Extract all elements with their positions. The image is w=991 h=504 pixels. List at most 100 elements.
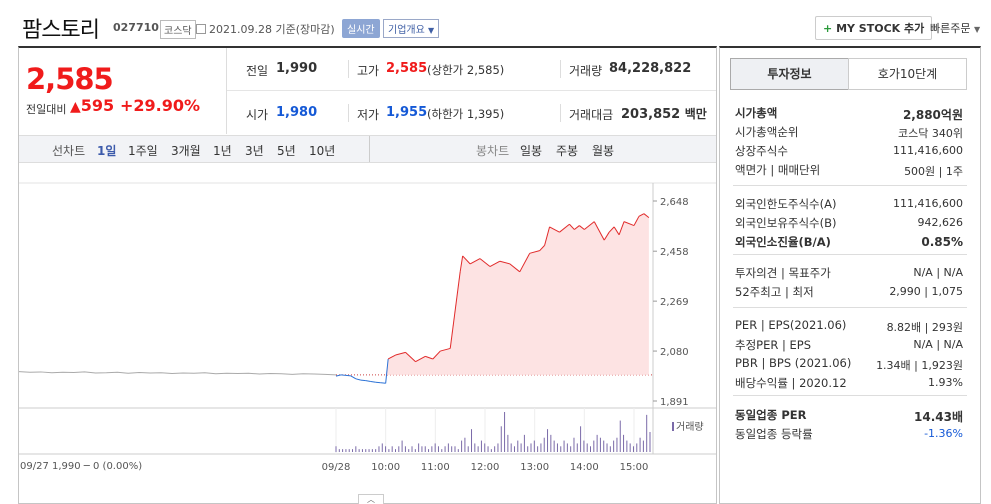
info-label: 시가총액 — [735, 106, 778, 120]
price-segment — [638, 213, 645, 217]
info-value: 8.82배 | 293원 — [886, 321, 963, 334]
tab-1w[interactable]: 1주일 — [128, 144, 158, 158]
info-value: 942,626 — [917, 216, 964, 229]
price-segment — [499, 260, 510, 265]
volume-legend-swatch — [672, 422, 674, 431]
expand-chart-button[interactable]: ︿ — [358, 494, 384, 504]
price-segment — [440, 347, 451, 352]
prev-day-line — [18, 371, 337, 376]
price-segment — [509, 263, 521, 273]
y-tick-label: 2,648 — [660, 197, 689, 208]
price-segment — [345, 374, 351, 377]
price-segment — [340, 374, 346, 376]
info-label: 시가총액순위 — [735, 125, 799, 139]
price-segment — [365, 380, 371, 382]
company-info-dropdown[interactable]: 기업개요 ▼ — [383, 19, 440, 38]
price-segment — [355, 378, 361, 381]
date-label: 2021.09.28 기준(장마감) — [196, 21, 335, 37]
info-label: PBR | BPS (2021.06) — [735, 356, 852, 370]
amount-label: 거래대금 — [569, 108, 614, 122]
tab-1y[interactable]: 1년 — [213, 144, 232, 158]
price-segment — [370, 380, 376, 383]
add-my-stock-button[interactable]: + MY STOCK 추가 — [815, 16, 933, 40]
chart-lines — [18, 213, 650, 384]
price-segment — [618, 221, 625, 235]
price-segment — [559, 223, 570, 233]
intraday-chart: 2,648 2,458 2,269 2,080 1,891 09/28 10:00 11:00… — [18, 182, 716, 473]
info-label: 52주최고 | 최저 — [735, 285, 814, 299]
info-value: -1.36% — [924, 427, 963, 440]
lower-limit: (하한가 1,395) — [427, 107, 505, 121]
tab-1d[interactable]: 1일 — [97, 144, 117, 158]
price-segment — [405, 352, 416, 363]
price-segment — [459, 255, 464, 272]
info-label: 배당수익률 | 2020.12 — [735, 376, 847, 390]
info-value: 코스닥 340위 — [898, 127, 963, 140]
info-label: 동일업종 등락률 — [735, 427, 813, 441]
price-segment — [633, 216, 640, 226]
divider — [226, 48, 227, 134]
info-value: 1.93% — [928, 376, 963, 389]
info-label: 외국인소진율(B/A) — [735, 235, 831, 249]
x-tick-label: 11:00 — [421, 462, 450, 473]
info-divider — [733, 307, 967, 308]
info-label: PER | EPS(2021.06) — [735, 318, 847, 332]
x-tick-label: 12:00 — [471, 462, 500, 473]
price-segment — [449, 271, 461, 349]
x-tick-label: 14:00 — [570, 462, 599, 473]
market-badge: 코스닥 — [160, 20, 196, 39]
tab-3m[interactable]: 3개월 — [171, 144, 201, 158]
info-value: N/A | N/A — [913, 266, 963, 279]
price-segment — [489, 260, 501, 267]
info-value: N/A | N/A — [913, 338, 963, 351]
price-segment — [425, 355, 434, 360]
price-segment — [469, 258, 481, 265]
change-percent: +29.90% — [120, 96, 201, 115]
y-tick-label: 2,458 — [660, 247, 689, 258]
price-segment — [415, 355, 426, 363]
info-label: 추정PER | EPS — [735, 338, 812, 352]
volume-legend: 거래량 — [672, 418, 704, 433]
x-tick-label: 09/28 — [322, 462, 351, 473]
price-segment — [539, 245, 545, 252]
price-segment — [613, 226, 620, 236]
price-segment — [584, 221, 595, 230]
tab-weekly[interactable]: 주봉 — [556, 144, 579, 158]
divider — [348, 104, 349, 122]
price-segment — [375, 381, 381, 384]
prev-close-label: 전일 — [246, 64, 269, 78]
plus-icon: + — [823, 22, 833, 35]
info-value: 111,416,600 — [893, 144, 963, 157]
volume-label: 거래량 — [569, 64, 603, 78]
x-tick-label: 10:00 — [371, 462, 400, 473]
info-label: 동일업종 PER — [735, 408, 807, 422]
stock-code: 027710 — [113, 21, 159, 34]
tab-order-book[interactable]: 호가10단계 — [848, 58, 967, 90]
realtime-button[interactable]: 실시간 — [342, 19, 380, 38]
quick-order-dropdown[interactable]: 빠른주문 ▼ — [930, 22, 981, 35]
info-label: 상장주식수 — [735, 144, 788, 158]
current-price: 2,585 — [26, 62, 114, 96]
divider — [560, 104, 561, 122]
price-segment — [593, 221, 605, 241]
high-value: 2,585 — [386, 61, 428, 76]
info-divider — [733, 395, 967, 396]
chevron-up-icon: ︿ — [367, 495, 375, 504]
amount-value: 203,852 백만 — [621, 107, 707, 122]
price-segment — [579, 225, 585, 230]
info-value: 111,416,600 — [893, 197, 963, 210]
positive-area — [336, 213, 649, 375]
tab-monthly[interactable]: 월봉 — [592, 144, 615, 158]
change-label: 전일대비 — [26, 103, 67, 116]
tab-5y[interactable]: 5년 — [277, 144, 296, 158]
tab-3y[interactable]: 3년 — [245, 144, 264, 158]
tab-10y[interactable]: 10년 — [309, 144, 336, 158]
info-label: 투자의견 | 목표주가 — [735, 266, 831, 280]
price-segment — [623, 221, 635, 227]
tab-investment-info[interactable]: 투자정보 — [730, 58, 849, 90]
volume-bars — [335, 412, 651, 452]
info-label: 외국인한도주식수(A) — [735, 197, 837, 211]
tab-daily[interactable]: 일봉 — [520, 144, 543, 158]
low-label: 저가 — [357, 108, 380, 122]
info-value: 2,880억원 — [902, 108, 963, 122]
